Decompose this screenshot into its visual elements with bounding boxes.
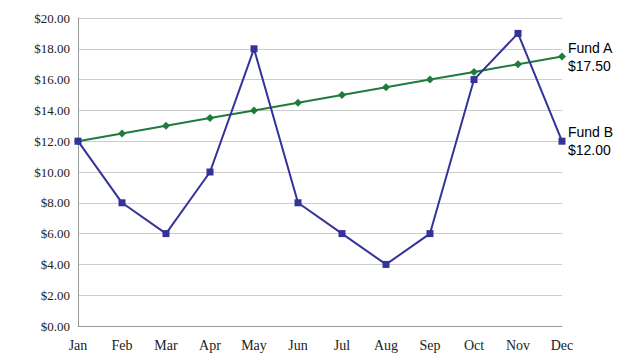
svg-text:Jul: Jul: [334, 338, 350, 353]
svg-text:Mar: Mar: [154, 338, 178, 353]
svg-text:Jan: Jan: [69, 338, 88, 353]
svg-text:$18.00: $18.00: [34, 41, 70, 56]
svg-text:$10.00: $10.00: [34, 165, 70, 180]
svg-text:Apr: Apr: [199, 338, 221, 353]
svg-text:May: May: [241, 338, 267, 353]
svg-text:$12.00: $12.00: [34, 134, 70, 149]
svg-text:$12.00: $12.00: [568, 142, 611, 158]
svg-text:$16.00: $16.00: [34, 72, 70, 87]
svg-text:Aug: Aug: [374, 338, 398, 353]
svg-text:Sep: Sep: [420, 338, 441, 353]
svg-text:$2.00: $2.00: [41, 288, 70, 303]
svg-text:Fund A: Fund A: [568, 40, 613, 56]
svg-text:$14.00: $14.00: [34, 103, 70, 118]
svg-text:$4.00: $4.00: [41, 257, 70, 272]
svg-text:$8.00: $8.00: [41, 195, 70, 210]
svg-text:$20.00: $20.00: [34, 11, 70, 26]
svg-text:Nov: Nov: [506, 338, 530, 353]
svg-text:$6.00: $6.00: [41, 226, 70, 241]
svg-text:Dec: Dec: [551, 338, 574, 353]
svg-text:Feb: Feb: [112, 338, 133, 353]
svg-text:$17.50: $17.50: [568, 58, 611, 74]
svg-text:Oct: Oct: [464, 338, 484, 353]
svg-text:Jun: Jun: [288, 338, 307, 353]
svg-text:$0.00: $0.00: [41, 319, 70, 334]
svg-text:Fund B: Fund B: [568, 124, 613, 140]
